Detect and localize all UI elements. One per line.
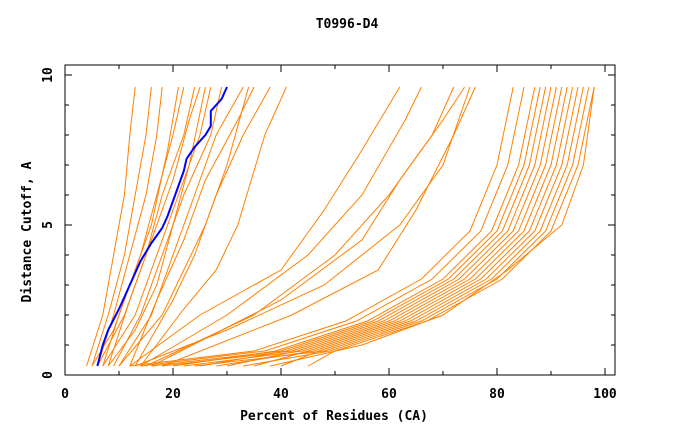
model-curve — [129, 86, 514, 367]
x-tick-label: 20 — [165, 387, 181, 402]
model-curve — [199, 86, 547, 367]
series-lines — [86, 86, 595, 367]
chart-title: T0996-D4 — [316, 17, 379, 32]
x-axis-label: Percent of Residues (CA) — [240, 409, 428, 424]
x-tick-label: 0 — [61, 387, 69, 402]
x-tick-label: 40 — [273, 387, 289, 402]
model-curve — [194, 86, 584, 367]
tick-labels: 0 20 40 60 80 100 0 5 10 — [41, 67, 617, 402]
model-curve — [172, 86, 536, 367]
model-curve — [134, 86, 271, 367]
model-curve — [162, 86, 476, 367]
model-curve — [129, 86, 401, 367]
model-curve — [307, 86, 595, 367]
model-curve — [118, 86, 250, 367]
model-curve — [270, 86, 595, 367]
model-curve — [96, 86, 196, 367]
x-tick-label: 100 — [593, 387, 617, 402]
model-curve — [102, 86, 185, 367]
model-curve — [118, 86, 244, 367]
y-tick-label: 0 — [41, 371, 56, 379]
model-curve — [91, 86, 152, 367]
highlighted-model-curve — [96, 86, 228, 367]
y-tick-label: 5 — [41, 221, 56, 229]
model-curve — [145, 86, 455, 367]
model-curve — [183, 86, 563, 367]
y-tick-label: 10 — [41, 67, 56, 83]
model-curve — [280, 86, 579, 367]
model-curve — [253, 86, 568, 367]
model-curve — [102, 86, 212, 367]
model-curve — [226, 86, 557, 367]
plot-frame — [64, 64, 616, 376]
model-curve — [151, 86, 541, 367]
model-curve — [135, 86, 471, 367]
model-curve — [151, 86, 466, 367]
model-curve — [140, 86, 422, 367]
model-curve — [107, 86, 206, 367]
model-curve — [107, 86, 201, 367]
model-curve — [140, 86, 525, 367]
model-curve — [86, 86, 136, 367]
model-curve — [216, 86, 574, 367]
x-tick-label: 80 — [489, 387, 505, 402]
model-curve — [162, 86, 552, 367]
x-tick-label: 60 — [381, 387, 397, 402]
model-curve — [243, 86, 590, 367]
y-axis-label: Distance Cutoff, A — [20, 161, 35, 302]
model-curve — [140, 86, 287, 367]
